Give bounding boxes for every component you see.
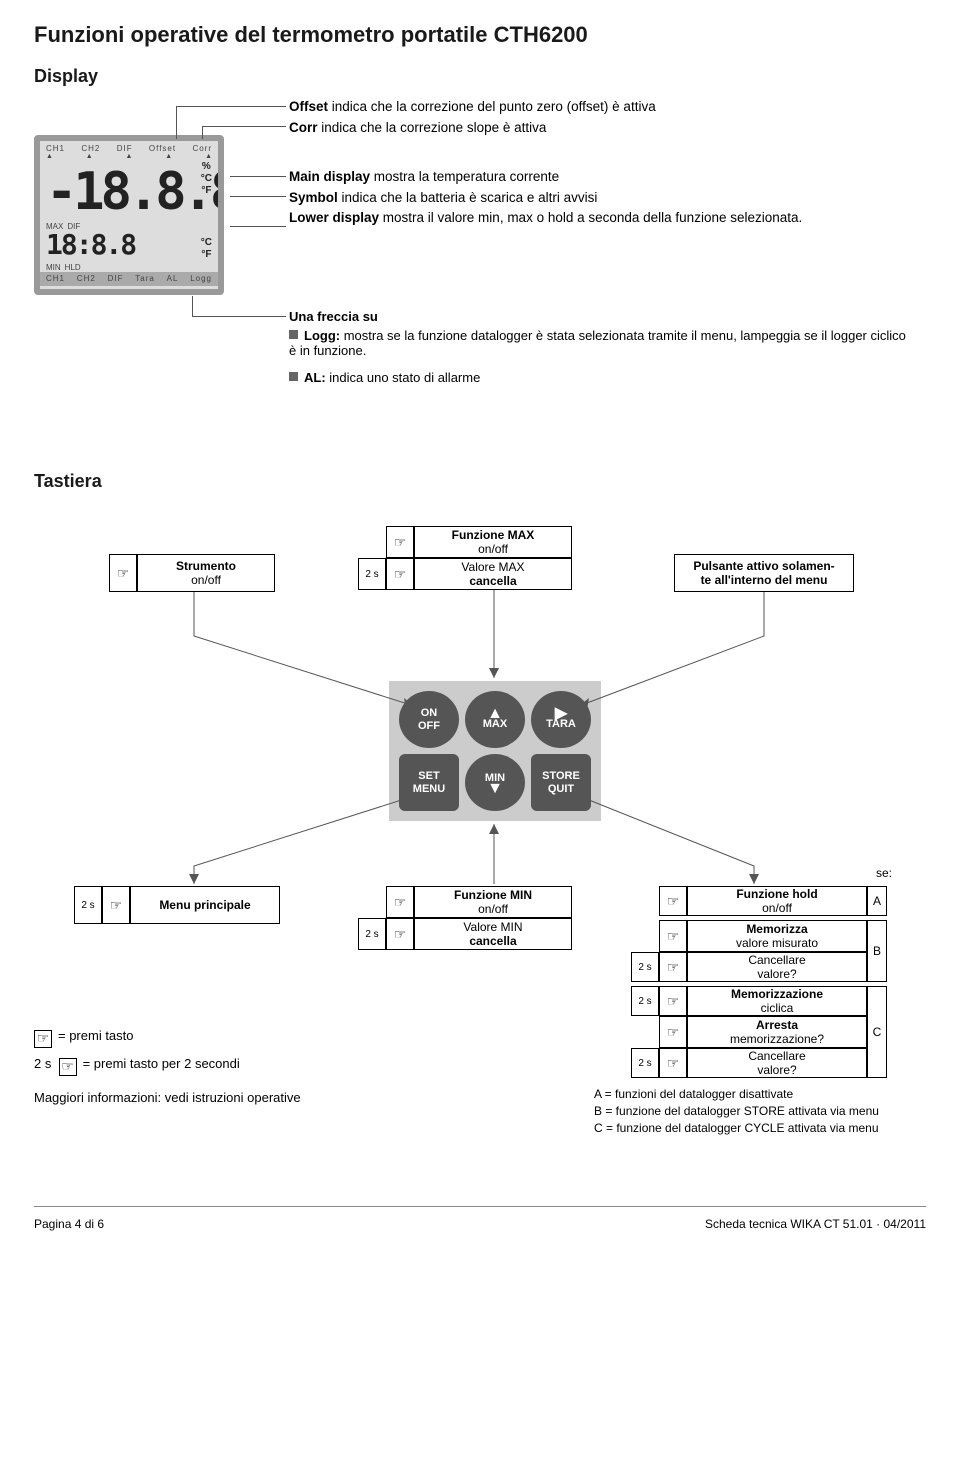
square-bullet-icon [289,330,298,339]
duration-label: 2 s [631,1048,659,1078]
box-arresta: Arresta memorizzazione? [687,1016,867,1048]
box-cancellare1: Cancellare valore? [687,952,867,982]
lcd-b-al: AL [167,274,179,283]
display-diagram: CH1 CH2 DIF Offset Corr ▲▲▲▲▲ -18.8.8.8 … [34,101,926,431]
lcd-hld: HLD [65,263,81,272]
hand-icon: ☞ [34,1030,52,1048]
lead-lower: Lower display mostra il valore min, max … [289,209,909,227]
lcd-b-ch1: CH1 [46,274,65,283]
legend-abc: A = funzioni del datalogger disattivate … [594,1086,879,1136]
lcd-unit-f: °F [201,185,212,197]
lead-offset: Offset indica che la correzione del punt… [289,98,656,116]
tastiera-flow: ☞ Strumento on/off ☞ Funzione MAX on/off… [34,506,926,1126]
lcd-unit-c: °C [201,173,212,185]
lead-main: Main display mostra la temperatura corre… [289,168,559,186]
hand-icon: ☞ [386,886,414,918]
lead-corr: Corr indica che la correzione slope è at… [289,119,546,137]
hand-icon: ☞ [102,886,130,924]
section-display-title: Display [34,66,926,87]
legend-more: Maggiori informazioni: vedi istruzioni o… [34,1088,301,1108]
footer-right: Scheda tecnica WIKA CT 51.01 · 04/2011 [705,1217,926,1231]
box-funzione-hold: Funzione hold on/off [687,886,867,916]
hand-icon: ☞ [659,1048,687,1078]
letter-b: B [867,920,887,982]
section-tastiera-title: Tastiera [34,471,926,492]
lcd-b-ch2: CH2 [77,274,96,283]
hand-icon: ☞ [386,918,414,950]
box-valore-min: Valore MIN cancella [414,918,572,950]
duration-label: 2 s [358,918,386,950]
lcd-unit-pct: % [201,161,212,173]
lcd-top-offset: Offset [149,144,176,153]
page-title: Funzioni operative del termometro portat… [34,22,926,48]
hand-icon: ☞ [59,1058,77,1076]
lcd-min: MIN [46,263,61,272]
legend-premi: ☞= premi tasto [34,1026,134,1048]
lcd-screen: CH1 CH2 DIF Offset Corr ▲▲▲▲▲ -18.8.8.8 … [34,135,224,295]
letter-c: C [867,986,887,1078]
legend-premi2s: 2 s ☞= premi tasto per 2 secondi [34,1054,240,1076]
footer: Pagina 4 di 6 Scheda tecnica WIKA CT 51.… [34,1206,926,1231]
lcd-b-logg: Logg [190,274,212,283]
duration-label: 2 s [74,886,102,924]
letter-a: A [867,886,887,916]
lcd-unit-c2: °C [201,237,212,249]
hand-icon: ☞ [659,1016,687,1048]
label-se: se: [876,866,892,880]
duration-label: 2 s [631,986,659,1016]
footer-left: Pagina 4 di 6 [34,1217,104,1231]
lcd-top-ch1: CH1 [46,144,65,153]
lcd-top-ch2: CH2 [81,144,100,153]
box-cancellare2: Cancellare valore? [687,1048,867,1078]
hand-icon: ☞ [659,886,687,916]
lcd-b-tara: Tara [135,274,155,283]
box-funzione-min: Funzione MIN on/off [414,886,572,918]
lcd-top-dif: DIF [117,144,133,153]
lcd-top-corr: Corr [192,144,212,153]
hand-icon: ☞ [659,952,687,982]
lcd-sub-digits: 18:8.8 [46,231,194,263]
square-bullet-icon [289,372,298,381]
lcd-b-dif: DIF [108,274,124,283]
box-memciclica: Memorizzazione ciclica [687,986,867,1016]
lcd-main-digits: -18.8.8.8 [46,162,194,222]
hand-icon: ☞ [659,920,687,952]
lead-symbol: Symbol indica che la batteria è scarica … [289,189,597,207]
box-menu-principale: Menu principale [130,886,280,924]
lcd-unit-f2: °F [201,249,212,261]
box-memorizza: Memorizza valore misurato [687,920,867,952]
hand-icon: ☞ [659,986,687,1016]
duration-label: 2 s [631,952,659,982]
arrow-block: Una freccia su Logg: mostra se la funzio… [289,309,909,385]
